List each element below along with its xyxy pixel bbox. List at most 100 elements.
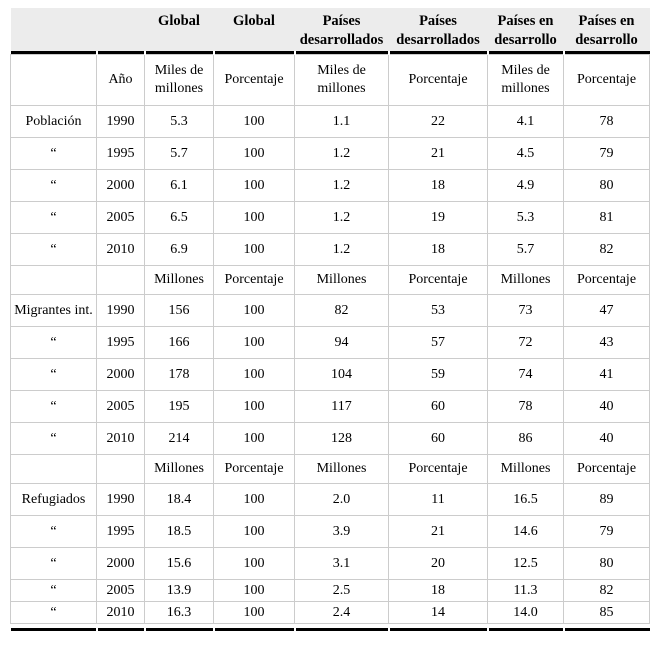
group-header-cell-paises-desarrollados: Países desarrollados <box>388 8 488 52</box>
data-cell: 2005 <box>96 201 145 235</box>
data-cell: 100 <box>213 358 295 392</box>
rule-segment <box>562 628 650 632</box>
data-cell: 5.7 <box>144 137 214 171</box>
group-header-cell-global: Global <box>144 8 214 52</box>
unit-cell: Millones <box>144 454 214 485</box>
data-cell: 100 <box>213 547 295 581</box>
header-rule <box>10 51 650 55</box>
data-cell: 78 <box>487 390 564 424</box>
row-label-cell: “ <box>10 326 97 360</box>
data-cell: 13.9 <box>144 579 214 603</box>
row-label-cell: Población <box>10 105 97 139</box>
rule-segment <box>10 51 98 55</box>
data-cell: 12.5 <box>487 547 564 581</box>
data-cell: 5.3 <box>487 201 564 235</box>
data-cell: 117 <box>294 390 389 424</box>
data-cell: 82 <box>563 233 650 267</box>
data-cell: 2000 <box>96 169 145 203</box>
data-cell: 22 <box>388 105 488 139</box>
data-cell: 86 <box>487 422 564 456</box>
data-cell: 72 <box>487 326 564 360</box>
rule-segment <box>143 51 215 55</box>
rule-segment <box>95 628 146 632</box>
data-cell: 18 <box>388 233 488 267</box>
data-cell: 100 <box>213 201 295 235</box>
data-cell: 5.7 <box>487 233 564 267</box>
rule-segment <box>486 628 565 632</box>
data-cell: 74 <box>487 358 564 392</box>
data-cell: 73 <box>487 294 564 328</box>
unit-cell: Millones <box>487 265 564 296</box>
data-cell: 41 <box>563 358 650 392</box>
unit-cell: Porcentaje <box>388 265 488 296</box>
data-cell: 1990 <box>96 105 145 139</box>
data-cell: 20 <box>388 547 488 581</box>
data-cell: 4.5 <box>487 137 564 171</box>
data-cell: 2.0 <box>294 483 389 517</box>
data-cell: 11 <box>388 483 488 517</box>
data-cell: 100 <box>213 169 295 203</box>
rule-segment <box>486 51 565 55</box>
unit-cell <box>10 265 97 296</box>
table-row: “1995 18.5 100 3.9 21 14.6 79 <box>10 515 650 549</box>
table-row: “2000 6.1 100 1.2 18 4.9 80 <box>10 169 650 203</box>
data-cell: 100 <box>213 105 295 139</box>
data-cell: 2010 <box>96 601 145 625</box>
table-row: Población 1990 5.3 100 1.1 22 4.1 78 <box>10 105 650 139</box>
data-cell: 2005 <box>96 390 145 424</box>
sub-header-cell-porcentaje: Porcentaje <box>213 54 295 107</box>
data-cell: 4.9 <box>487 169 564 203</box>
data-cell: 6.1 <box>144 169 214 203</box>
data-cell: 18.5 <box>144 515 214 549</box>
data-cell: 18 <box>388 579 488 603</box>
table-row: “2005 13.9 100 2.5 18 11.3 82 <box>10 579 650 603</box>
data-cell: 2010 <box>96 233 145 267</box>
rule-segment <box>562 51 650 55</box>
data-cell: 156 <box>144 294 214 328</box>
data-cell: 100 <box>213 579 295 603</box>
data-cell: 78 <box>563 105 650 139</box>
row-label-cell: “ <box>10 601 97 625</box>
row-label-cell: Refugiados <box>10 483 97 517</box>
table-row: “2010 6.9 100 1.2 18 5.7 82 <box>10 233 650 267</box>
data-cell: 104 <box>294 358 389 392</box>
group-header-cell-global: Global <box>213 8 295 52</box>
data-cell: 14.6 <box>487 515 564 549</box>
data-cell: 100 <box>213 483 295 517</box>
data-cell: 16.5 <box>487 483 564 517</box>
data-cell: 21 <box>388 137 488 171</box>
bottom-rule <box>10 628 650 632</box>
data-cell: 214 <box>144 422 214 456</box>
data-cell: 21 <box>388 515 488 549</box>
data-cell: 57 <box>388 326 488 360</box>
unit-cell: Porcentaje <box>213 265 295 296</box>
row-label-cell: “ <box>10 358 97 392</box>
data-cell: 18 <box>388 169 488 203</box>
data-cell: 1.2 <box>294 169 389 203</box>
data-cell: 79 <box>563 137 650 171</box>
table-row: “2000 178 100 104 59 74 41 <box>10 358 650 392</box>
data-cell: 14 <box>388 601 488 625</box>
data-cell: 100 <box>213 422 295 456</box>
rule-segment <box>143 628 215 632</box>
group-header-cell-paises-desarrollados: Países desarrollados <box>294 8 389 52</box>
data-cell: 82 <box>563 579 650 603</box>
sub-header-row: Año Miles de millones Porcentaje Miles d… <box>10 54 650 107</box>
data-cell: 100 <box>213 515 295 549</box>
unit-cell <box>96 265 145 296</box>
unit-row: Millones Porcentaje Millones Porcentaje Mill… <box>10 454 650 485</box>
rule-segment <box>95 51 146 55</box>
table-row: “2005 6.5 100 1.2 19 5.3 81 <box>10 201 650 235</box>
row-label-cell: “ <box>10 137 97 171</box>
table-row: Refugiados 1990 18.4 100 2.0 11 16.5 89 <box>10 483 650 517</box>
row-label-cell: “ <box>10 390 97 424</box>
row-label-cell: “ <box>10 579 97 603</box>
data-cell: 1995 <box>96 326 145 360</box>
data-cell: 47 <box>563 294 650 328</box>
data-cell: 6.9 <box>144 233 214 267</box>
data-cell: 100 <box>213 294 295 328</box>
data-cell: 166 <box>144 326 214 360</box>
data-cell: 1.2 <box>294 201 389 235</box>
data-cell: 2005 <box>96 579 145 603</box>
